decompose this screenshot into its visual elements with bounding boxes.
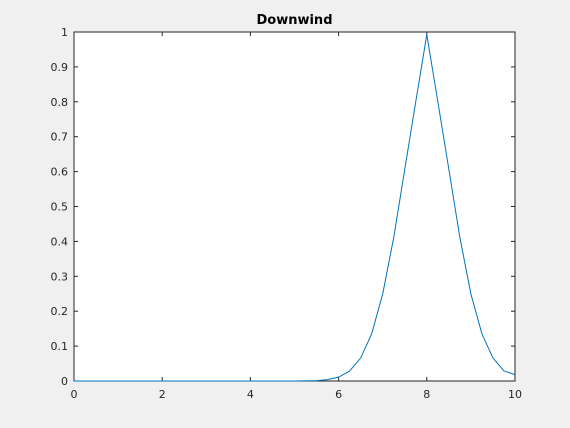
y-tick-label: 0.5 [51, 201, 69, 214]
x-tick-label: 10 [508, 388, 522, 401]
x-tick-label: 2 [159, 388, 166, 401]
y-tick-label: 0.1 [51, 340, 69, 353]
chart-title: Downwind [256, 13, 332, 28]
y-tick-label: 0.7 [51, 131, 69, 144]
series-line-downwind [74, 34, 516, 382]
y-tick-label: 0.8 [51, 96, 69, 109]
y-tick-label: 0.6 [51, 166, 69, 179]
tick-labels: 0 2 4 6 8 10 0 0.1 0.2 0.3 0.4 0.5 0.6 0.7 0.8 0.9 1 [51, 26, 523, 401]
y-tick-label: 0 [61, 375, 68, 388]
plot-area [73, 31, 516, 382]
x-tick-label: 0 [71, 388, 78, 401]
y-tick-label: 0.3 [51, 270, 69, 283]
x-tick-label: 6 [335, 388, 342, 401]
y-tick-label: 0.9 [51, 61, 69, 74]
x-tick-label: 8 [423, 388, 430, 401]
ticks [73, 31, 516, 382]
x-tick-label: 4 [247, 388, 254, 401]
y-tick-label: 0.2 [51, 305, 69, 318]
y-tick-label: 0.4 [51, 235, 69, 248]
y-tick-label: 1 [61, 26, 68, 39]
